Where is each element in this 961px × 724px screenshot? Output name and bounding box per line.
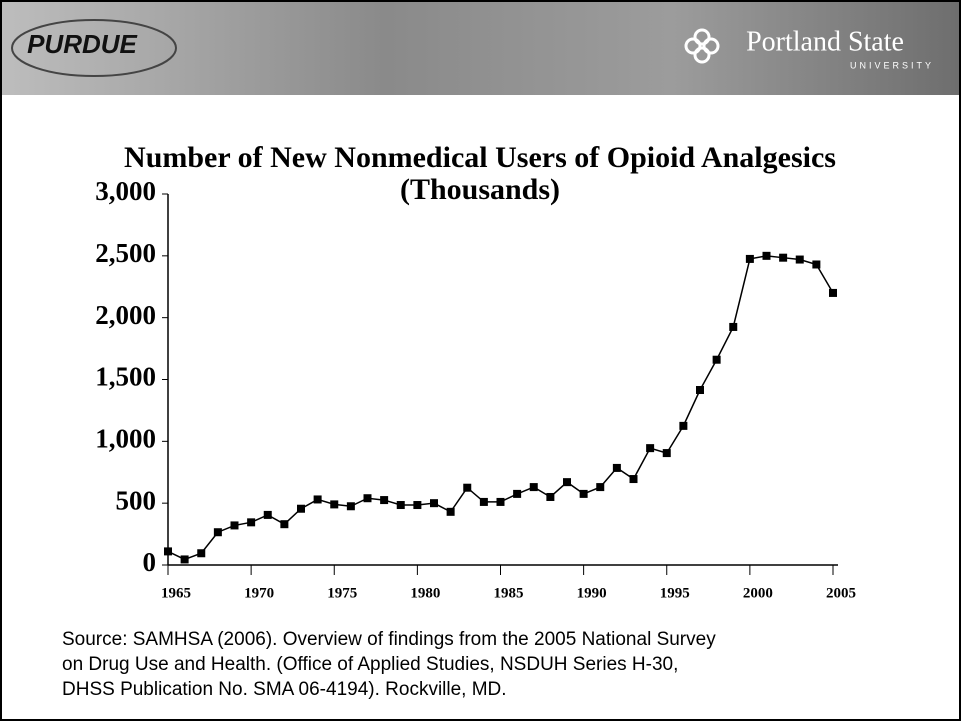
source-line: Source: SAMHSA (2006). Overview of findi… <box>62 629 716 650</box>
point <box>563 478 571 487</box>
point <box>745 254 754 263</box>
point <box>795 255 804 264</box>
point <box>679 421 688 430</box>
header-band <box>2 2 959 95</box>
point <box>662 449 671 458</box>
point <box>629 475 638 484</box>
point <box>313 495 322 504</box>
point <box>829 288 837 297</box>
point <box>596 483 605 492</box>
x-tick-label: 1985 <box>494 585 524 601</box>
right-logo-sub: UNIVERSITY <box>850 60 934 70</box>
point <box>712 355 721 364</box>
psu-icon <box>684 28 720 64</box>
point <box>213 528 222 537</box>
x-tick-label: 2000 <box>743 585 773 601</box>
chart-title: Number of New Nonmedical Users of Opioid… <box>124 141 836 174</box>
y-tick-label: 0 <box>143 547 157 577</box>
y-tick-label: 1,000 <box>95 424 156 454</box>
y-tick-label: 3,000 <box>95 176 156 206</box>
x-tick-label: 1990 <box>577 585 607 601</box>
point <box>263 510 272 519</box>
logo-ring <box>11 19 177 77</box>
point <box>513 489 522 498</box>
point <box>346 502 355 511</box>
point <box>164 547 172 556</box>
point <box>496 497 505 506</box>
point <box>413 501 422 510</box>
x-tick-label: 1970 <box>244 585 274 601</box>
point <box>280 520 289 529</box>
point <box>696 386 704 395</box>
y-tick-label: 2,000 <box>95 300 156 330</box>
x-tick-label: 1995 <box>660 585 690 601</box>
point <box>546 492 555 501</box>
x-tick-label: 1965 <box>161 585 191 601</box>
point <box>729 322 738 331</box>
point <box>297 504 305 513</box>
source-line: on Drug Use and Health. (Office of Appli… <box>62 654 678 675</box>
source-line: DHSS Publication No. SMA 06-4194). Rockv… <box>62 679 507 700</box>
right-logo: Portland State <box>746 26 904 57</box>
point <box>330 500 339 509</box>
point <box>396 501 405 510</box>
point <box>430 499 438 508</box>
x-tick-label: 2005 <box>826 585 856 601</box>
point <box>180 555 189 564</box>
point <box>380 496 389 505</box>
point <box>230 521 239 530</box>
point <box>779 253 788 262</box>
y-tick-label: 2,500 <box>95 238 156 268</box>
point <box>646 444 655 453</box>
point <box>762 251 771 260</box>
chart-subtitle: (Thousands) <box>400 173 560 206</box>
point <box>812 260 821 269</box>
y-tick-label: 500 <box>116 485 157 515</box>
x-tick-label: 1980 <box>410 585 440 601</box>
point <box>612 463 621 472</box>
point <box>446 507 455 516</box>
point <box>463 483 472 492</box>
point <box>579 489 588 498</box>
point <box>197 549 206 558</box>
x-tick-label: 1975 <box>327 585 357 601</box>
point <box>529 483 538 492</box>
point <box>363 494 372 503</box>
left-logo: PURDUE <box>27 29 137 59</box>
y-tick-label: 1,500 <box>95 362 156 392</box>
point <box>247 518 256 527</box>
point <box>479 497 488 506</box>
